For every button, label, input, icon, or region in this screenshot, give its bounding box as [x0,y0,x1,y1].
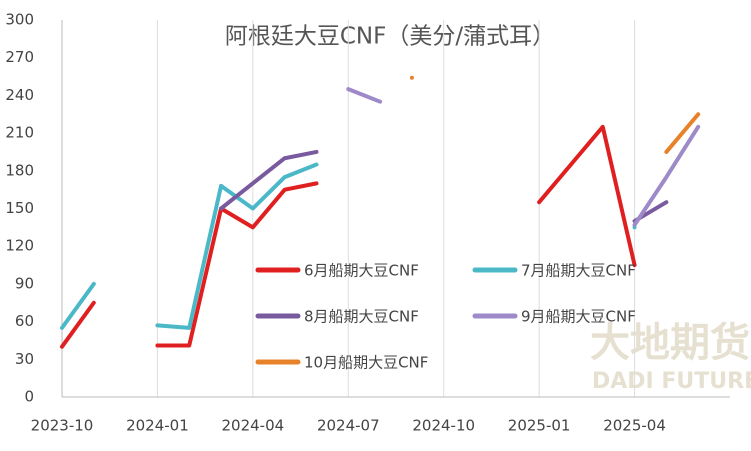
y-tick-label: 90 [15,274,34,292]
x-tick-label: 2023-10 [31,417,94,435]
series-line [346,87,701,227]
y-tick-label: 120 [5,237,34,255]
x-tick-label: 2025-01 [508,417,571,435]
y-tick-label: 60 [15,312,34,330]
y-tick-label: 30 [15,350,34,368]
chart-title: 阿根廷大豆CNF（美分/蒲式耳） [225,24,555,50]
legend-label: 7月船期大豆CNF [521,262,636,280]
x-tick-label: 2024-07 [317,417,380,435]
y-tick-label: 300 [5,11,34,29]
y-tick-label: 0 [24,388,34,406]
legend-label: 8月船期大豆CNF [304,308,419,326]
watermark: 大地期货 [590,320,750,366]
y-tick-label: 270 [5,48,34,66]
y-tick-label: 240 [5,86,34,104]
legend-label: 9月船期大豆CNF [521,308,636,326]
x-tick-label: 2024-10 [412,417,475,435]
watermark: DADI FUTURES [592,369,751,394]
x-tick-label: 2024-01 [126,417,189,435]
legend-label: 6月船期大豆CNF [304,262,419,280]
x-tick-label: 2024-04 [222,417,285,435]
legend-label: 10月船期大豆CNF [304,354,428,372]
y-tick-label: 210 [5,124,34,142]
y-tick-label: 180 [5,161,34,179]
series-line [60,124,637,349]
series-line [409,75,701,154]
y-tick-label: 150 [5,199,34,217]
x-tick-label: 2025-04 [603,417,666,435]
